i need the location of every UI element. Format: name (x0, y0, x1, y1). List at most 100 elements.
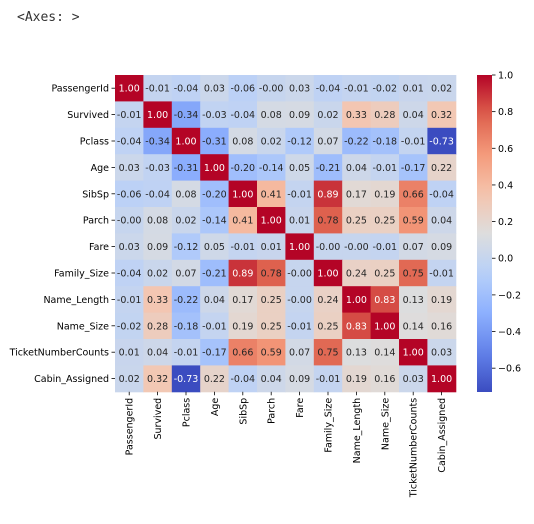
heatmap-cell (370, 259, 400, 287)
heatmap-cell (228, 75, 258, 102)
cell-annotation: 1.00 (346, 295, 367, 306)
heatmap-cell (427, 365, 457, 393)
heatmap-cell (200, 339, 230, 366)
heatmap-cell (399, 365, 428, 393)
heatmap-cell (285, 127, 315, 155)
cell-annotation: 0.75 (403, 269, 424, 280)
heatmap-cell (313, 75, 343, 102)
x-tick-label: Name_Length (352, 398, 363, 464)
cell-annotation: 0.04 (204, 295, 225, 306)
heatmap-cell (342, 101, 372, 129)
heatmap-cell (257, 154, 286, 182)
heatmap-cell (171, 127, 201, 155)
heatmap-cell (285, 339, 315, 366)
cell-annotation: -0.06 (231, 84, 256, 95)
heatmap-cell (115, 154, 144, 182)
cell-annotation: 1.00 (403, 348, 424, 359)
cell-annotation: -0.01 (373, 163, 398, 174)
heatmap-cell (257, 365, 286, 393)
heatmap-cell (228, 233, 258, 261)
heatmap-cell (228, 365, 258, 393)
cell-annotation: -0.00 (287, 295, 312, 306)
cell-annotation: 0.09 (147, 242, 168, 253)
cell-annotation: 0.19 (374, 189, 395, 200)
heatmap-cell (313, 101, 343, 129)
heatmap-cell (427, 75, 457, 102)
cell-annotation: -0.01 (117, 110, 142, 121)
x-tick-label: SibSp (238, 398, 249, 425)
cell-annotation: 0.13 (346, 348, 367, 359)
heatmap-cell (143, 233, 173, 261)
heatmap-cell (313, 286, 343, 314)
heatmap-annotations: 1.00 -0.01 -0.04 0.03 -0.06 -0.00 0.03 -0.04 -0.… (117, 84, 454, 385)
x-tick-label: Age (210, 398, 221, 417)
y-tick-label: Fare (89, 242, 109, 253)
heatmap-cell (257, 101, 286, 129)
cell-annotation: 1.00 (317, 269, 338, 280)
heatmap-cell (399, 180, 428, 208)
heatmap-cell (313, 312, 343, 340)
heatmap-cell (370, 127, 400, 155)
heatmap-cell (285, 154, 315, 182)
heatmap-cell (342, 127, 372, 155)
cell-annotation: 0.08 (261, 110, 282, 121)
cell-annotation: 0.03 (289, 84, 310, 95)
cell-annotation: 0.32 (147, 374, 168, 385)
heatmap-cell (370, 312, 400, 340)
heatmap-cell (313, 154, 343, 182)
cell-annotation: 0.03 (204, 84, 225, 95)
heatmap-cell (115, 339, 144, 366)
x-tick-label: Fare (295, 398, 306, 418)
cell-annotation: -0.18 (174, 321, 199, 332)
cell-annotation: 0.25 (374, 269, 395, 280)
heatmap-cell (342, 154, 372, 182)
cell-annotation: 0.41 (232, 216, 253, 227)
cell-annotation: 0.02 (431, 84, 452, 95)
colorbar-gradient (477, 75, 492, 392)
cell-annotation: 0.02 (147, 269, 168, 280)
heatmap-cells (115, 75, 457, 393)
cell-annotation: 0.25 (261, 295, 282, 306)
cell-annotation: 0.17 (346, 189, 367, 200)
heatmap-cell (285, 75, 315, 102)
cell-annotation: 0.25 (317, 321, 338, 332)
cell-annotation: 0.78 (261, 269, 282, 280)
cell-annotation: 0.02 (175, 216, 196, 227)
cell-annotation: -0.01 (117, 295, 142, 306)
cell-annotation: -0.31 (202, 137, 227, 148)
heatmap-cell (143, 259, 173, 287)
cell-annotation: 0.07 (289, 348, 310, 359)
heatmap-cell (427, 286, 457, 314)
cell-annotation: -0.06 (117, 189, 142, 200)
heatmap-cell (399, 75, 428, 102)
cell-annotation: 1.00 (261, 216, 282, 227)
colorbar-tick-label: 0.0 (498, 254, 513, 265)
heatmap-cell (171, 75, 201, 102)
cell-annotation: 0.07 (403, 242, 424, 253)
heatmap-cell (427, 127, 457, 155)
colorbar-tick-label: −0.2 (498, 290, 521, 301)
cell-annotation: -0.01 (344, 84, 369, 95)
cell-annotation: 0.03 (119, 242, 140, 253)
cell-annotation: -0.14 (202, 216, 227, 227)
cell-annotation: 0.19 (232, 321, 253, 332)
cell-annotation: -0.22 (174, 295, 199, 306)
y-tick-label: Cabin_Assigned (34, 374, 109, 385)
heatmap-cell (427, 207, 457, 234)
cell-annotation: -0.01 (145, 84, 170, 95)
heatmap-cell (200, 286, 230, 314)
cell-annotation: -0.04 (145, 189, 170, 200)
heatmap-cell (342, 180, 372, 208)
heatmap-cell (171, 233, 201, 261)
heatmap-cell (313, 259, 343, 287)
heatmap-cell (427, 101, 457, 129)
cell-annotation: -0.04 (231, 110, 256, 121)
y-tick-label: PassengerId (51, 84, 109, 95)
cell-annotation: -0.01 (231, 242, 256, 253)
heatmap-cell (370, 101, 400, 129)
x-tick-label: PassengerId (125, 398, 136, 456)
heatmap-cell (228, 127, 258, 155)
heatmap-cell (115, 233, 144, 261)
heatmap-cell (370, 154, 400, 182)
